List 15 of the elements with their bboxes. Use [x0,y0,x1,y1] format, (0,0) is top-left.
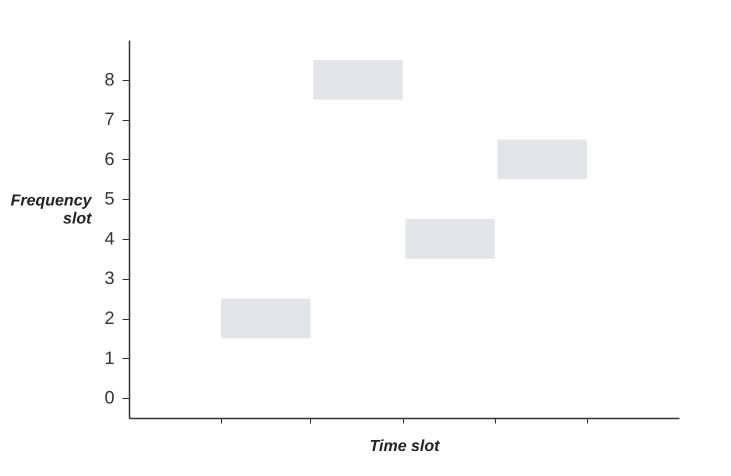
y-tick-label: 3 [104,268,114,288]
y-tick-label: 0 [104,388,114,408]
y-axis-title: Frequency slot [10,192,93,228]
y-tick-label: 6 [104,148,114,169]
bar [221,298,310,338]
bar [498,139,587,180]
bar [313,60,403,100]
y-tick-label: 8 [104,69,114,90]
y-tick-label: 2 [104,308,114,328]
x-axis-title: Time slot [370,438,440,455]
y-tick-label: 1 [104,348,114,368]
y-tick-label: 4 [104,228,114,248]
y-tick-label: 5 [104,188,114,209]
y-tick-label: 7 [104,109,114,130]
bar [405,219,495,259]
